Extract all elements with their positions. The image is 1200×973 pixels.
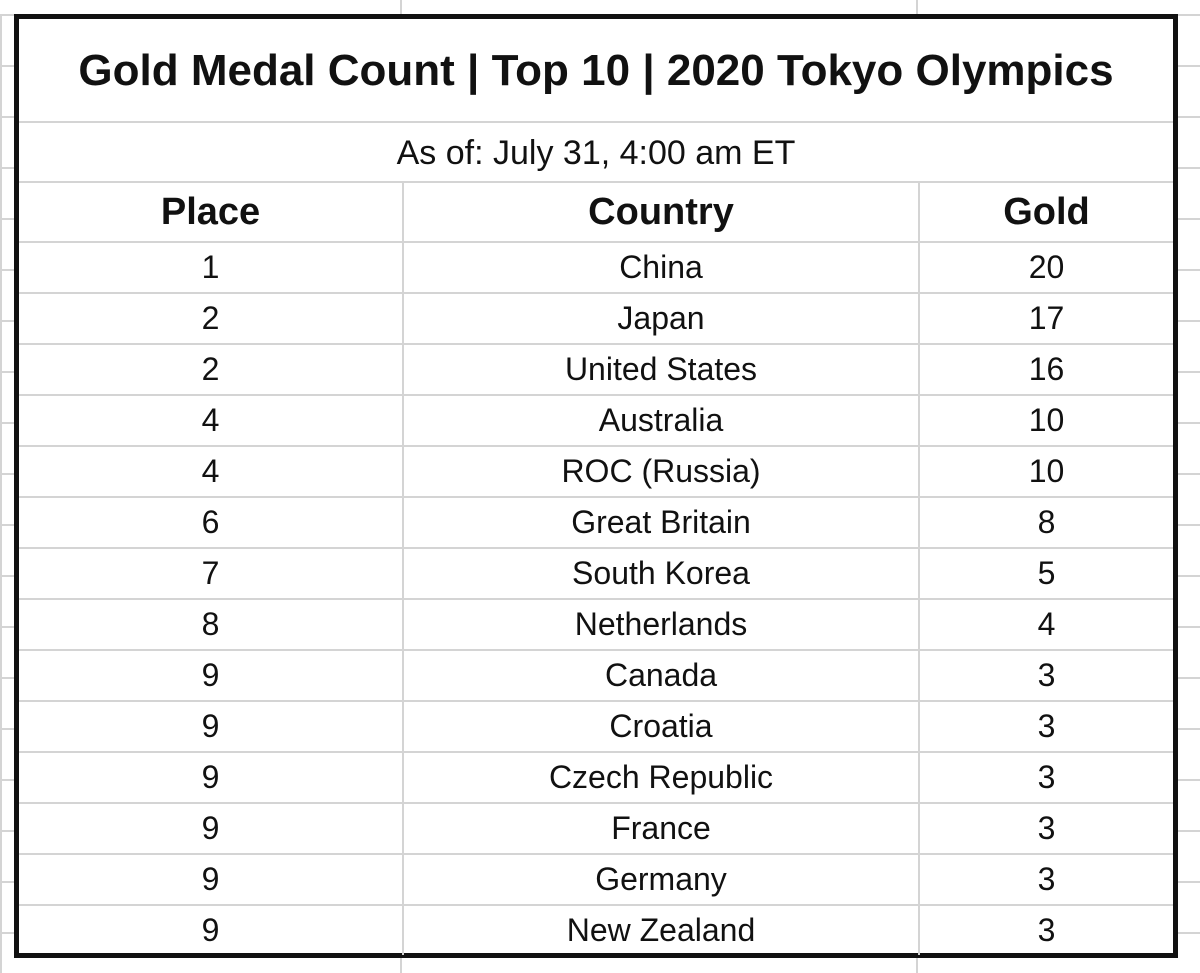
medal-table: Place Country Gold 1 China 20 2 Japan 17 2 Unit…: [19, 183, 1173, 955]
table-row: 4 Australia 10: [19, 395, 1173, 447]
cell-gold[interactable]: 4: [918, 599, 1173, 651]
cell-place[interactable]: 2: [19, 344, 403, 396]
cell-place[interactable]: 9: [19, 701, 403, 753]
cell-place[interactable]: 8: [19, 599, 403, 651]
cell-gold[interactable]: 5: [918, 548, 1173, 600]
cell-country[interactable]: Germany: [402, 854, 919, 906]
cell-place[interactable]: 9: [19, 650, 403, 702]
cell-place[interactable]: 9: [201, 912, 220, 948]
table-row: 2 Japan 17: [19, 293, 1173, 345]
cell-place[interactable]: 4: [19, 446, 403, 498]
table-row: 9 Czech Republic 3: [19, 752, 1173, 804]
table-row: 9 Canada 3: [19, 650, 1173, 702]
sheet-top-strip: [0, 0, 1200, 14]
cell-place[interactable]: 6: [19, 497, 403, 549]
cell-gold[interactable]: 17: [918, 293, 1173, 345]
cell-gold[interactable]: 10: [918, 446, 1173, 498]
cell-place[interactable]: 9: [19, 803, 403, 855]
cell-country[interactable]: Canada: [402, 650, 919, 702]
header-country[interactable]: Country: [402, 183, 919, 243]
table-subtitle[interactable]: As of: July 31, 4:00 am ET: [19, 123, 1173, 183]
cell-gold[interactable]: 3: [918, 803, 1173, 855]
table-row: 9 Germany 3: [19, 854, 1173, 906]
cell-country[interactable]: United States: [402, 344, 919, 396]
table-row: 4 ROC (Russia) 10: [19, 446, 1173, 498]
cell-place[interactable]: 9: [19, 854, 403, 906]
header-gold[interactable]: Gold: [918, 183, 1173, 243]
cell-gold[interactable]: 8: [918, 497, 1173, 549]
cell-place[interactable]: 9: [19, 752, 403, 804]
cell-country[interactable]: ROC (Russia): [402, 446, 919, 498]
cell-country[interactable]: China: [402, 242, 919, 294]
cell-gold[interactable]: 3: [918, 854, 1173, 906]
table-title[interactable]: Gold Medal Count | Top 10 | 2020 Tokyo O…: [19, 19, 1173, 123]
cell-gold[interactable]: 3: [918, 650, 1173, 702]
cell-place[interactable]: 2: [19, 293, 403, 345]
cell-country[interactable]: Japan: [402, 293, 919, 345]
header-row: Place Country Gold: [19, 183, 1173, 243]
cell-country[interactable]: Great Britain: [402, 497, 919, 549]
medal-table-box: Gold Medal Count | Top 10 | 2020 Tokyo O…: [14, 14, 1178, 958]
table-row: 6 Great Britain 8: [19, 497, 1173, 549]
cell-gold[interactable]: 16: [918, 344, 1173, 396]
cell-country[interactable]: South Korea: [402, 548, 919, 600]
table-row: 2 United States 16: [19, 344, 1173, 396]
table-row: 1 China 20: [19, 242, 1173, 294]
cell-gold[interactable]: 3: [918, 752, 1173, 804]
table-row: 7 South Korea 5: [19, 548, 1173, 600]
cell-country[interactable]: Croatia: [402, 701, 919, 753]
cell-place[interactable]: 1: [19, 242, 403, 294]
cell-country[interactable]: New Zealand: [402, 905, 919, 955]
cell-place[interactable]: 4: [19, 395, 403, 447]
cell-gold[interactable]: 10: [918, 395, 1173, 447]
cell-country[interactable]: Australia: [402, 395, 919, 447]
cell-country[interactable]: Netherlands: [402, 599, 919, 651]
table-row: 9 Croatia 3: [19, 701, 1173, 753]
cell-gold[interactable]: 3: [918, 905, 1173, 955]
cell-country[interactable]: Czech Republic: [402, 752, 919, 804]
cell-country[interactable]: France: [402, 803, 919, 855]
cell-place[interactable]: 7: [19, 548, 403, 600]
table-row: 9 France 3: [19, 803, 1173, 855]
table-row: 9 New Zealand 3: [19, 905, 1173, 955]
cell-gold[interactable]: 3: [918, 701, 1173, 753]
medal-rows: 1 China 20 2 Japan 17 2 United States 16 4 Austral…: [19, 242, 1173, 955]
cell-gold[interactable]: 20: [918, 242, 1173, 294]
header-place[interactable]: Place: [19, 183, 403, 243]
table-row: 8 Netherlands 4: [19, 599, 1173, 651]
